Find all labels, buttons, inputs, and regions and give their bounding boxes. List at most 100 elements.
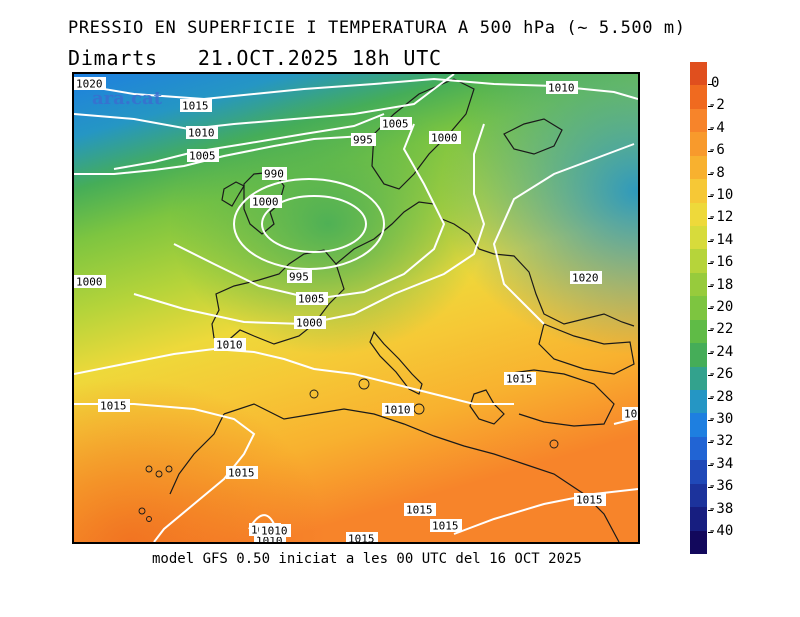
colorbar-segment [690,179,707,204]
island-canary-5 [146,516,152,522]
forecast-datetime: 21.OCT.2025 18h UTC [197,46,442,70]
colorbar-segment [690,108,707,133]
colorbar-label: -14 [708,231,734,248]
isobar-label: 1000 [252,196,279,209]
coast-morocco [169,413,225,495]
colorbar-label: -4 [708,119,725,136]
isobar-label: 995 [289,271,309,284]
colorbar-segment [690,155,707,180]
island-corsica [358,378,370,390]
colorbar-segment [690,249,707,274]
colorbar-tick [708,442,713,444]
colorbar-label: -30 [708,411,734,427]
colorbar-tick [708,487,713,489]
islands [138,378,559,522]
isobar-label-bg [404,503,436,516]
isobar-label: 1015 [406,504,433,517]
isobar-label-bg [226,466,258,479]
isobar-1015-south [453,488,638,535]
isobar-label: 1020 [572,272,599,285]
colorbar-label: -34 [708,455,734,472]
colorbar-tick [708,218,713,220]
isobar-label-bg [74,275,106,288]
isobar-label-bg [294,316,326,329]
colorbar-tick [708,106,713,108]
isobar-label-bg [214,338,246,351]
isobar-label: 1015 [576,494,603,507]
isobar-label-bg [380,117,412,130]
colorbar-segment [690,366,707,391]
isobar-label-bg [186,126,218,139]
colorbar-label: -16 [708,254,734,271]
isobar-1000-south [173,123,446,301]
colorbar-label: -2 [708,97,725,114]
isobar-label-bg [429,131,461,144]
coast-finland [503,118,563,155]
colorbar-segment [690,413,707,438]
isobar-label: 1005 [382,118,409,131]
isobar-1020-east [492,143,635,325]
coast-italy [369,330,423,395]
island-canary-3 [165,465,173,473]
colorbar-label: -22 [708,321,734,338]
colorbar-label: -32 [708,433,734,450]
colorbar [690,62,707,555]
colorbar-label: -8 [708,164,725,181]
isobar-label-bg [259,524,291,537]
isobar-label-bg [430,519,462,532]
colorbar-segment [690,202,707,227]
isobar-label: 1010 [261,525,288,538]
isobar-labels: 1020 1010 1015 1010 1005 1000 995 990 1005 1000 99… [74,77,638,542]
isobars [74,74,638,542]
island-canary-4 [138,507,146,515]
colorbar-tick [708,532,713,533]
colorbar-tick [708,173,713,175]
chart-subtitle: Dimarts 21.OCT.2025 18h UTC [68,46,442,70]
isobar-label-bg [254,534,286,542]
colorbar-segment [690,343,707,368]
coast-black-sea [538,323,635,375]
coast-turkey [503,369,615,427]
colorbar-label: -6 [708,142,725,159]
isobar-label-bg [574,493,606,506]
colorbar-label: 0 [711,75,720,91]
colorbar-tick [708,464,713,466]
isobar-label: 1010 [256,535,283,543]
isobar-label: 1015 [506,373,533,386]
colorbar-label: -38 [708,500,734,517]
isobar-label-bg [250,195,282,208]
colorbar-tick [708,285,713,287]
colorbar-tick [708,375,713,377]
coast-greece [469,389,505,425]
colorbar-tick [708,352,713,354]
isobar-label: 1015 [228,467,255,480]
colorbar-label: -36 [708,478,734,495]
map-svg: 1020 1010 1015 1010 1005 1000 995 990 1005 1000 99… [74,74,638,542]
isobar-1015-north [74,77,638,101]
island-canary-2 [155,470,163,478]
colorbar-segment [690,62,707,86]
colorbar-segment [690,226,707,250]
isobar-label: 1000 [296,317,323,330]
colorbar-tick [708,196,713,197]
isobar-label: 1000 [76,276,103,289]
coastlines [169,78,635,542]
isobar-label-bg [187,149,219,162]
isobar-label-bg [296,292,328,305]
southwest-warm-air [74,74,638,542]
island-mallorca [309,389,319,399]
isobar-label: 1000 [431,132,458,145]
forecast-day: Dimarts [68,46,158,70]
isobar-label-bg [382,403,414,416]
isobar-995 [233,178,385,270]
colorbar-segment [690,436,707,461]
colorbar-label: -18 [708,276,734,293]
coast-iberia-france [211,249,345,345]
weather-map: 1020 1010 1015 1010 1005 1000 995 990 1005 1000 99… [72,72,640,544]
colorbar-tick [708,84,713,85]
colorbar-segment [690,132,707,157]
isobar-label: 1015 [182,100,209,113]
isobar-label: 1020 [76,78,103,91]
model-info: model GFS 0.50 iniciat a les 00 UTC del … [152,551,582,567]
isobar-label-bg [287,270,312,283]
